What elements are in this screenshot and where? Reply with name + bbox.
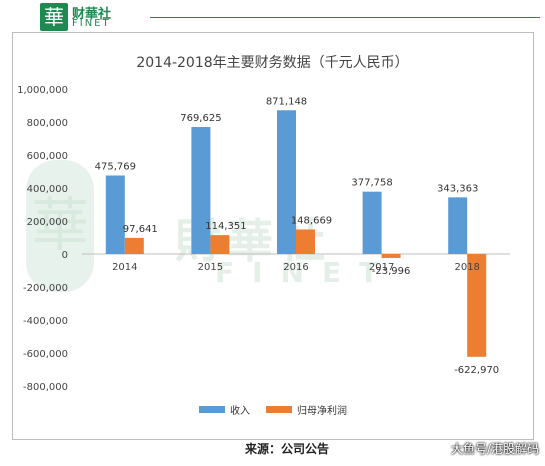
- header-divider: [150, 17, 540, 18]
- footer-watermark: 大鱼号/港股解码: [450, 442, 539, 456]
- legend-swatch-revenue: [199, 406, 225, 413]
- x-tick-label: 2014: [112, 262, 137, 273]
- finet-logo: 華: [40, 3, 68, 31]
- revenue-bar: [105, 175, 125, 254]
- top-bar: 華 财華社 FINET: [0, 0, 545, 34]
- net-profit-bar: [124, 237, 144, 254]
- y-tick-label: 600,000: [27, 151, 68, 162]
- net-profit-data-label: 148,669: [291, 215, 332, 226]
- revenue-data-label: 475,769: [95, 161, 136, 172]
- net-profit-bar: [381, 254, 401, 258]
- x-tick-label: 2018: [454, 262, 479, 273]
- revenue-data-label: 343,363: [437, 183, 478, 194]
- net-profit-bar: [467, 254, 487, 357]
- chart-legend: 收入 归母净利润: [199, 402, 347, 417]
- x-tick-label: 2017: [369, 262, 394, 273]
- source-note: 来源：公司公告: [245, 442, 330, 456]
- legend-label-net-profit: 归母净利润: [297, 406, 347, 417]
- net-profit-data-label: -23,996: [372, 266, 411, 277]
- net-profit-data-label: -622,970: [454, 365, 499, 376]
- y-tick-label: 0: [62, 250, 68, 261]
- revenue-data-label: 377,758: [351, 178, 392, 189]
- chart-title: 2014-2018年主要财务数据（千元人民币）: [136, 55, 409, 71]
- revenue-bar: [277, 110, 296, 254]
- x-tick-label: 2015: [198, 262, 223, 273]
- net-profit-bar: [210, 235, 230, 254]
- net-profit-data-label: 114,351: [205, 221, 246, 232]
- y-tick-label: 400,000: [27, 184, 68, 195]
- brand-name-cn: 财華社: [72, 7, 112, 22]
- net-profit-data-label: 97,641: [123, 224, 158, 235]
- revenue-data-label: 769,625: [180, 113, 221, 124]
- revenue-bar: [448, 197, 468, 254]
- legend-item-net-profit: 归母净利润: [266, 402, 347, 417]
- y-tick-label: -200,000: [23, 283, 68, 294]
- legend-label-revenue: 收入: [230, 406, 250, 417]
- y-tick-label: 800,000: [27, 118, 68, 129]
- revenue-data-label: 871,148: [266, 96, 307, 107]
- y-tick-label: -800,000: [23, 382, 68, 393]
- y-tick-label: 1,000,000: [17, 85, 68, 96]
- net-profit-bar: [296, 229, 315, 254]
- revenue-bar: [191, 127, 211, 254]
- y-tick-label: -400,000: [23, 316, 68, 327]
- brand-name-en: FINET: [72, 18, 111, 29]
- chart-frame: [12, 32, 534, 440]
- y-tick-label: -600,000: [23, 349, 68, 360]
- revenue-bar: [362, 191, 382, 254]
- legend-item-revenue: 收入: [199, 402, 250, 417]
- y-tick-label: 200,000: [27, 217, 68, 228]
- legend-swatch-net-profit: [266, 406, 292, 413]
- watermark-text-en: FINET: [215, 256, 397, 289]
- x-tick-label: 2016: [283, 262, 308, 273]
- watermark-logo: 華: [26, 160, 94, 292]
